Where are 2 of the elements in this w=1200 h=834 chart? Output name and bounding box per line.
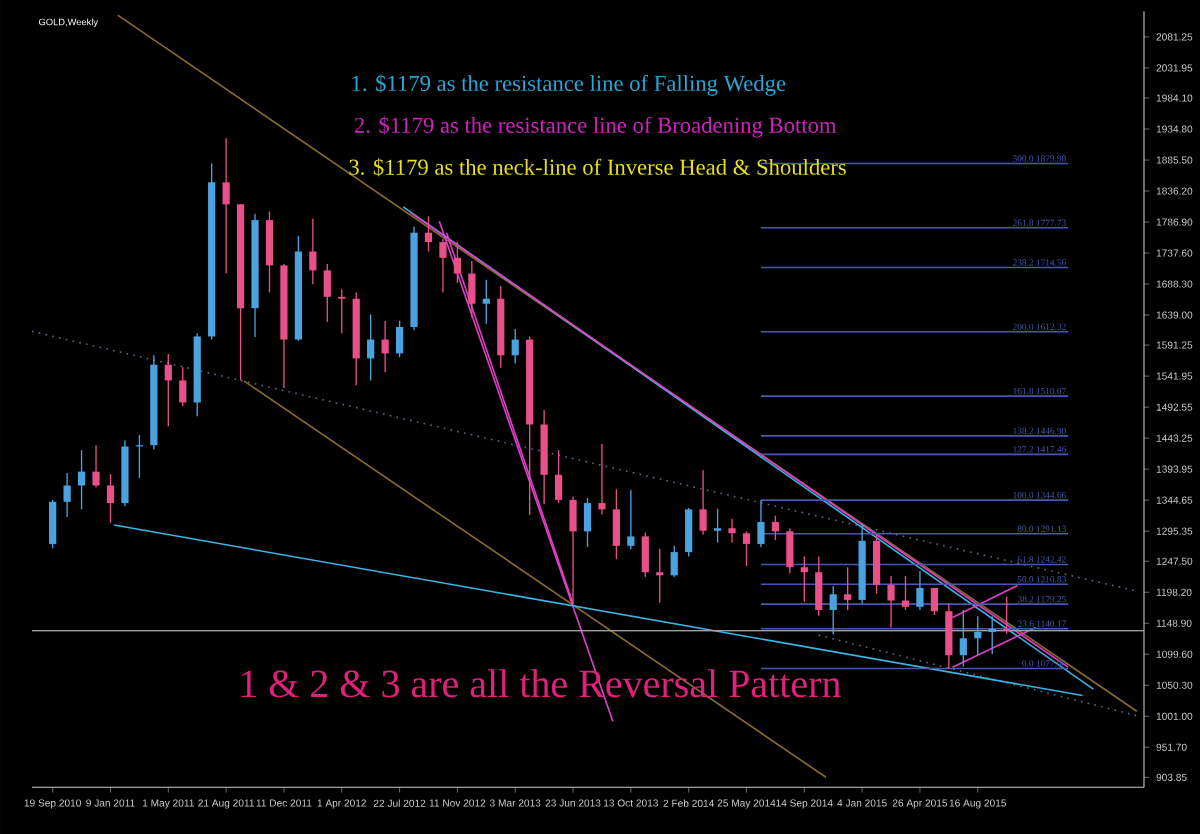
annotation: 1. $1179 as the resistance line of Falling Wedge — [352, 74, 786, 96]
annotation: 2. $1179 as the resistance line of Broadening Bottom — [354, 116, 837, 138]
